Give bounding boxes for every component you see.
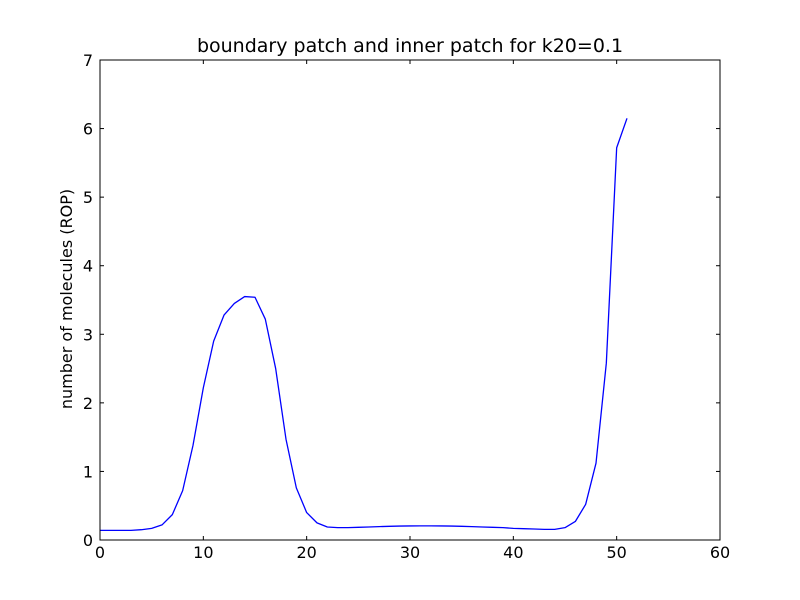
y-tick-label-1: 1 [83,462,93,481]
x-tick-label-0: 0 [95,543,105,562]
y-tick-label-7: 7 [83,51,93,70]
y-tick-label-2: 2 [83,394,93,413]
y-tick-label-6: 6 [83,120,93,139]
x-tick-label-30: 30 [400,543,420,562]
plot-area: 0 10 20 30 40 50 60 0 1 2 3 4 5 6 7 [83,51,730,562]
x-tick-label-20: 20 [296,543,316,562]
x-tick-label-40: 40 [503,543,523,562]
y-tick-label-5: 5 [83,188,93,207]
chart-title: boundary patch and inner patch for k20=0… [197,35,623,57]
x-tick-label-60: 60 [710,543,730,562]
x-tick-label-50: 50 [606,543,626,562]
x-tick-label-10: 10 [193,543,213,562]
y-tick-label-3: 3 [83,325,93,344]
series-line-0 [100,118,628,532]
y-tick-label-4: 4 [83,257,93,276]
y-axis-label: number of molecules (ROP) [57,189,76,409]
y-tick-label-0: 0 [83,531,93,550]
